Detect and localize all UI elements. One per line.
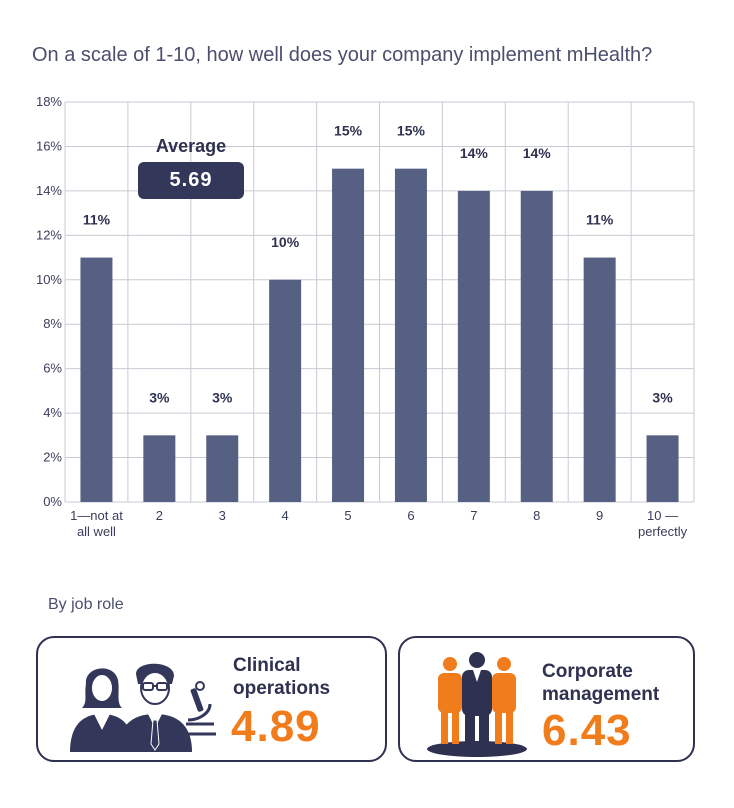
corporate-team-icon <box>427 652 527 757</box>
y-tick-label: 18% <box>36 94 62 109</box>
bar <box>457 190 490 502</box>
data-label: 3% <box>652 389 673 405</box>
x-tick-label: 10 — <box>647 508 678 523</box>
x-tick-label: 7 <box>470 508 477 523</box>
role-title: Clinical operations <box>233 655 331 699</box>
clinical-staff-icon <box>70 663 216 752</box>
x-tick-label: 6 <box>407 508 414 523</box>
x-tick-label: 1—not at <box>70 508 123 523</box>
bar <box>583 257 616 502</box>
bar-chart: 0% 2% 4% 6% 8% 10% 12% 14% 16% 18% 11% 1—not atall … <box>36 94 695 539</box>
by-job-role-heading: By job role <box>48 596 124 613</box>
data-label: 15% <box>397 123 426 139</box>
x-tick-label: 3 <box>219 508 226 523</box>
x-tick-label: all well <box>77 524 116 539</box>
x-tick-label: 2 <box>156 508 163 523</box>
y-tick-label: 14% <box>36 183 62 198</box>
data-label: 15% <box>334 123 363 139</box>
y-tick-label: 10% <box>36 272 62 287</box>
bar <box>143 435 176 502</box>
average-label: Average <box>155 136 227 156</box>
role-score: 6.43 <box>542 706 632 755</box>
chart-title: On a scale of 1-10, how well does your c… <box>32 44 653 66</box>
x-tick-label: 9 <box>596 508 603 523</box>
data-label: 14% <box>460 145 489 161</box>
y-tick-label: 4% <box>43 405 62 420</box>
x-tick-label: 5 <box>344 508 351 523</box>
y-tick-label: 2% <box>43 450 62 465</box>
bar <box>394 168 427 502</box>
role-title: Corporate management <box>542 661 660 705</box>
y-tick-label: 8% <box>43 316 62 331</box>
x-tick-label: 8 <box>533 508 540 523</box>
bar <box>646 435 679 502</box>
data-label: 14% <box>523 145 552 161</box>
corporate-management-card: Corporate management 6.43 <box>398 636 695 762</box>
average-value-badge: 5.69 <box>138 162 244 199</box>
data-label: 11% <box>83 212 111 228</box>
data-label: 3% <box>149 389 170 405</box>
y-tick-label: 6% <box>43 361 62 376</box>
bar <box>269 279 302 502</box>
data-label: 3% <box>212 389 233 405</box>
bar <box>80 257 113 502</box>
data-label: 10% <box>271 234 300 250</box>
y-tick-label: 0% <box>43 494 62 509</box>
y-tick-label: 16% <box>36 138 62 153</box>
data-label: 11% <box>586 212 614 228</box>
role-score: 4.89 <box>231 702 321 751</box>
bar <box>206 435 239 502</box>
x-tick-label: perfectly <box>638 524 688 539</box>
bar <box>520 190 553 502</box>
x-tick-label: 4 <box>282 508 289 523</box>
bar <box>332 168 365 502</box>
clinical-operations-card: Clinical operations 4.89 <box>36 636 387 762</box>
y-tick-label: 12% <box>36 227 62 242</box>
